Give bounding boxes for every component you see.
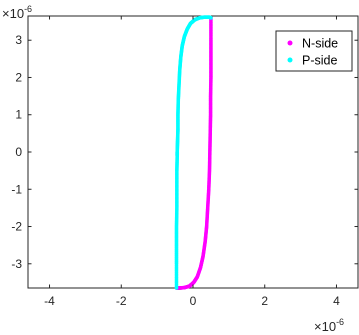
series-p-side — [174, 15, 213, 290]
x-axis-exponent: ×10-6 — [314, 317, 344, 334]
x-tick-label: 2 — [261, 294, 268, 308]
series-layer — [174, 15, 213, 290]
y-tick-label: 3 — [15, 33, 22, 47]
data-point — [209, 16, 213, 20]
legend-box — [275, 30, 353, 72]
y-tick-label: -2 — [11, 220, 22, 234]
x-exponent-power: -6 — [336, 317, 344, 327]
y-tick-label: 2 — [15, 70, 22, 84]
y-tick-label: 0 — [15, 145, 22, 159]
legend-label-p-side: P-side — [302, 54, 337, 68]
x-tick-label: 4 — [333, 294, 340, 308]
y-tick-label: 1 — [15, 108, 22, 122]
x-tick-label: -2 — [116, 294, 127, 308]
legend: N-side P-side — [275, 30, 353, 72]
legend-marker-n-side — [287, 40, 293, 46]
y-exponent-power: -6 — [24, 4, 32, 14]
y-tick-label: -3 — [11, 257, 22, 271]
x-exponent-base: ×10 — [314, 319, 336, 334]
x-tick-label: 0 — [190, 294, 197, 308]
y-tick-label: -1 — [11, 182, 22, 196]
x-tick-label: -4 — [44, 294, 55, 308]
legend-label-n-side: N-side — [302, 37, 338, 51]
y-axis-exponent: ×10-6 — [2, 4, 32, 21]
legend-marker-p-side — [287, 57, 293, 63]
ticks-layer: -4 -2 0 2 4 -3 -2 -1 0 1 2 3 — [11, 16, 358, 308]
y-exponent-base: ×10 — [2, 6, 24, 21]
